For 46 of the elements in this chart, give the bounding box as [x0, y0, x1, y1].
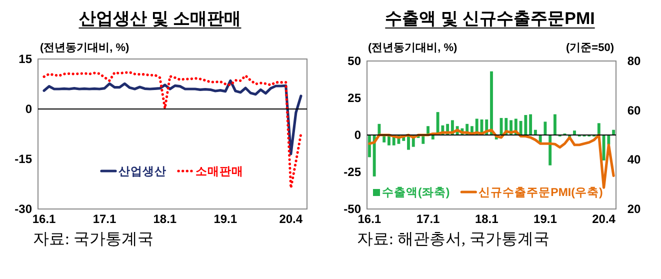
x-tick-label: 20.4 [592, 212, 616, 226]
chart-title: 수출액 및 신규수출주문PMI [385, 9, 595, 28]
x-tick-label: 17.1 [416, 212, 440, 226]
x-tick-label: 18.1 [474, 212, 499, 226]
y-tick-label: -30 [14, 202, 32, 216]
x-tick-label: 19.1 [214, 212, 238, 226]
y-tick-label: -15 [14, 152, 32, 166]
y-tick-label: 50 [348, 54, 362, 68]
y-tick-label: 0 [354, 128, 362, 142]
y2-tick-label: 20 [627, 202, 641, 216]
legend-label: 신규수출주문PMI(우축) [478, 186, 603, 199]
x-tick-label: 17.1 [92, 212, 116, 226]
bar [431, 135, 434, 140]
y2-tick-label: 80 [627, 54, 641, 68]
legend-label: 수출액(좌축) [382, 186, 450, 199]
x-tick-label: 18.1 [153, 212, 177, 226]
y2-axis-title: (기준=50) [566, 42, 614, 54]
x-tick-label: 19.1 [534, 212, 558, 226]
y-axis-title: (전년동기대비, %) [40, 42, 130, 54]
bar [407, 135, 410, 150]
bar [529, 114, 532, 135]
line-series [42, 79, 302, 156]
y2-tick-label: 40 [627, 152, 641, 167]
bar [372, 135, 376, 176]
y2-tick-label: 60 [627, 103, 641, 118]
y-tick-label: -25 [344, 165, 362, 179]
x-tick-label: 16.1 [32, 212, 56, 226]
x-tick-label: 20.4 [279, 212, 303, 226]
line-series [42, 71, 302, 190]
bar [597, 123, 600, 135]
bar [538, 135, 542, 142]
chart-title: 산업생산 및 소매판매 [78, 9, 242, 28]
y-tick-label: 25 [348, 91, 362, 105]
y-tick-label: 15 [18, 52, 32, 66]
bar [490, 71, 493, 135]
bar [548, 135, 552, 166]
text: 자료: 해관총서, 국가통계국 [357, 231, 550, 248]
bar [554, 114, 556, 135]
legend-label: 산업생산 [118, 165, 166, 178]
bar [573, 130, 576, 135]
legend-label: 소매판매 [196, 165, 244, 178]
bar [544, 122, 547, 135]
y-axis-title: (전년동기대비, %) [368, 42, 458, 54]
bar [378, 124, 381, 135]
text: 자료: 국가통계국 [33, 231, 154, 248]
y-tick-label: 0 [25, 102, 32, 116]
